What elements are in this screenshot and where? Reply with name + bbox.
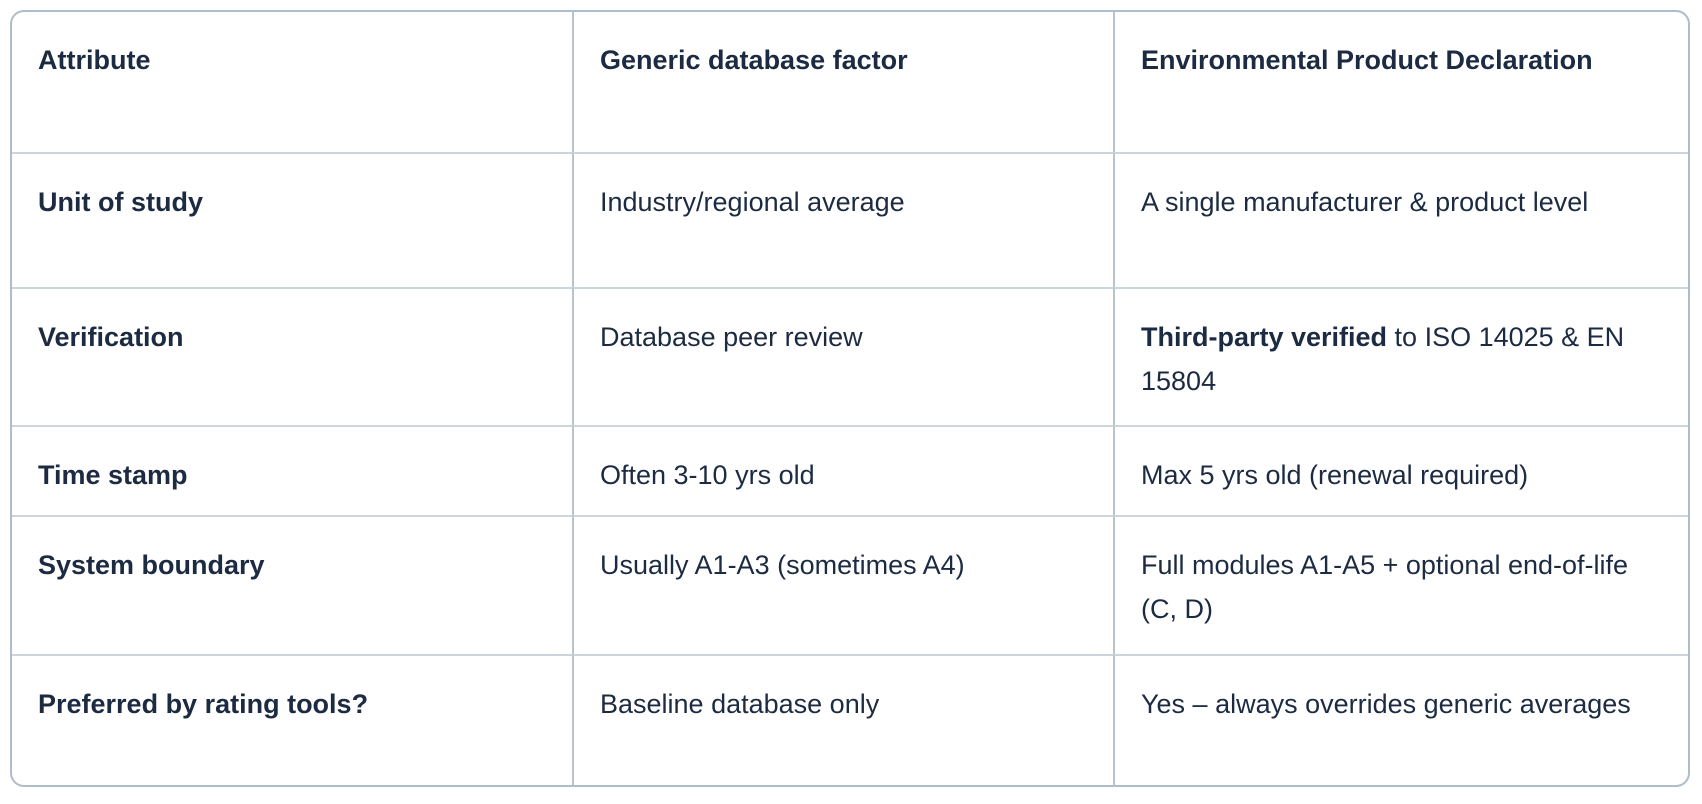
attribute-cell: Preferred by rating tools? [12, 654, 572, 785]
epd-rest-text: to ISO 14025 & EN 15804 [1141, 322, 1625, 396]
generic-factor-cell: Often 3-10 yrs old [572, 425, 1113, 515]
epd-rest-text: Full modules A1-A5 + optional end-of-lif… [1141, 550, 1629, 624]
attribute-cell: Time stamp [12, 425, 572, 515]
epd-rest-text: A single manufacturer & product level [1141, 187, 1589, 217]
generic-factor-cell: Industry/regional average [572, 152, 1113, 287]
generic-factor-cell: Baseline database only [572, 654, 1113, 785]
epd-rest-text: Yes – always overrides generic averages [1141, 689, 1631, 719]
attribute-cell: Unit of study [12, 152, 572, 287]
epd-cell: Yes – always overrides generic averages [1113, 654, 1688, 785]
header-cell-attribute: Attribute [38, 45, 151, 75]
epd-rest-text: Max 5 yrs old (renewal required) [1141, 460, 1529, 490]
epd-bold-text: Third-party verified [1141, 322, 1388, 352]
generic-factor-cell: Database peer review [572, 287, 1113, 425]
comparison-table: Attribute Generic database factor Enviro… [10, 10, 1690, 787]
header-cell-environmental-product-declaration: Environmental Product Declaration [1113, 12, 1688, 152]
epd-cell: Full modules A1-A5 + optional end-of-lif… [1113, 515, 1688, 654]
epd-cell: Third-party verified to ISO 14025 & EN 1… [1113, 287, 1688, 425]
attribute-cell: System boundary [12, 515, 572, 654]
epd-cell: A single manufacturer & product level [1113, 152, 1688, 287]
attribute-cell: Verification [12, 287, 572, 425]
generic-factor-cell: Usually A1-A3 (sometimes A4) [572, 515, 1113, 654]
epd-cell: Max 5 yrs old (renewal required) [1113, 425, 1688, 515]
header-cell-generic-database-factor: Generic database factor [572, 12, 1113, 152]
